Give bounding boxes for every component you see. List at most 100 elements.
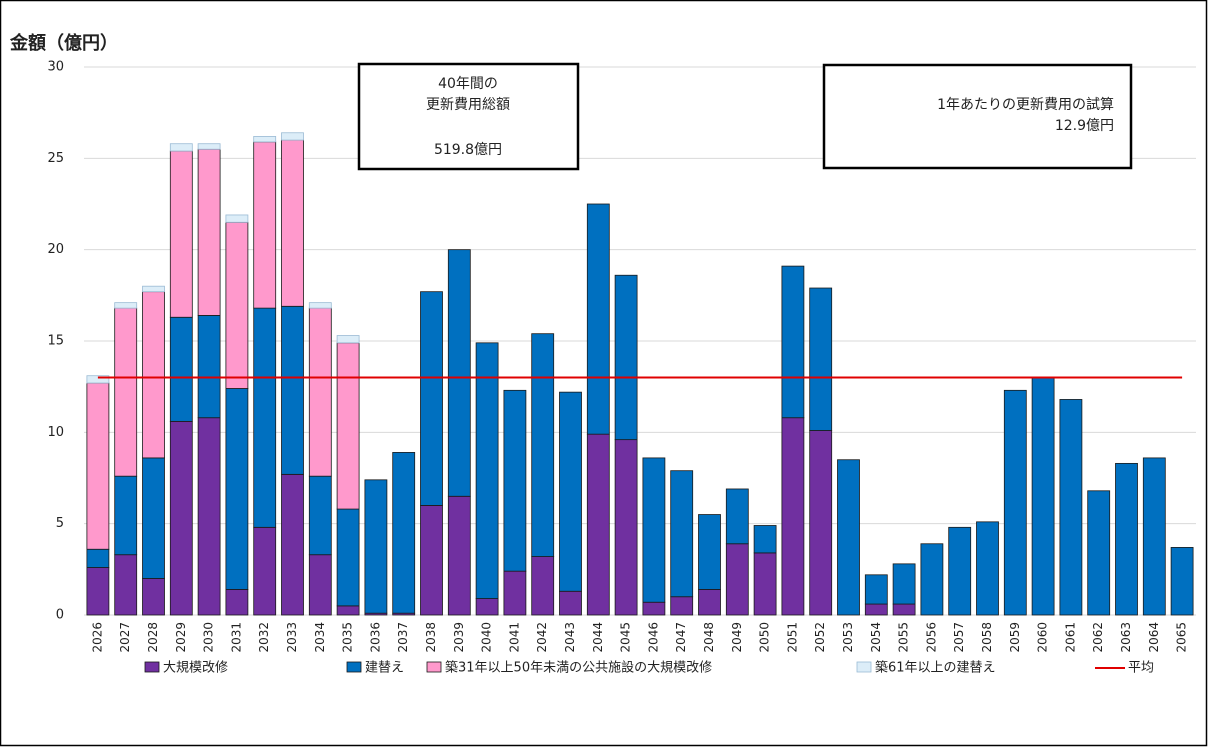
bar-segment	[420, 291, 443, 506]
bar-segment	[169, 143, 193, 152]
x-tick-label: 2031	[229, 622, 243, 653]
legend-label: 平均	[1128, 661, 1154, 676]
bar-segment	[308, 554, 332, 616]
x-tick-label: 2061	[1063, 622, 1077, 653]
x-tick-label: 2050	[758, 622, 772, 653]
bar-segment	[142, 457, 165, 579]
x-tick-label: 2060	[1036, 622, 1050, 653]
bar-segment	[420, 504, 443, 616]
x-tick-label: 2064	[1147, 622, 1161, 653]
x-tick-label: 2029	[174, 622, 188, 653]
x-tick-label: 2033	[285, 622, 299, 653]
bar-segment	[447, 495, 471, 616]
bar-segment	[225, 214, 249, 223]
bar-segment	[976, 521, 999, 616]
x-tick-label: 2049	[730, 622, 744, 653]
annotation-text: 40年間の	[438, 76, 498, 92]
x-tick-label: 2057	[952, 622, 966, 653]
bar-segment	[281, 305, 304, 475]
bar-segment	[475, 598, 499, 616]
bar-segment	[503, 389, 527, 572]
legend-label: 築61年以上の建替え	[875, 661, 996, 676]
x-tick-label: 2044	[591, 622, 605, 653]
bar-segment	[86, 375, 110, 384]
legend-label: 大規模改修	[163, 661, 228, 676]
x-tick-label: 2036	[368, 622, 382, 653]
plot: 0 5 10 15 20 25 30 2026 2027 2028 2029 2030 2031 2032…	[47, 60, 1196, 676]
bar-segment	[725, 488, 749, 545]
bar-segment	[114, 307, 138, 477]
bar-segment	[614, 274, 638, 441]
bar-segment	[308, 475, 332, 556]
annotation-text: 1年あたりの更新費用の試算	[937, 97, 1114, 113]
bar-segment	[753, 552, 777, 616]
bar-segment	[809, 430, 833, 616]
x-tick-label: 2038	[424, 622, 438, 653]
bar-segment	[142, 291, 165, 459]
y-tick-label: 5	[56, 516, 64, 531]
bar-segment	[642, 601, 666, 616]
bar-segment	[336, 342, 360, 510]
x-tick-label: 2056	[924, 622, 938, 653]
x-tick-label: 2047	[674, 622, 688, 653]
bar-segment	[336, 508, 360, 607]
bar-segment	[86, 548, 110, 568]
x-tick-label: 2046	[646, 622, 660, 653]
bar-segment	[114, 554, 138, 616]
x-tick-label: 2054	[869, 622, 883, 653]
bar-segment	[475, 342, 499, 599]
bar-segment	[169, 150, 193, 318]
bar-segment	[169, 420, 193, 616]
bar-segment	[559, 391, 582, 592]
bar-segment	[753, 525, 777, 554]
bar-segment	[614, 439, 638, 616]
bar-segment	[225, 388, 249, 590]
bar-segment	[1031, 377, 1055, 616]
legend-swatch	[426, 661, 442, 673]
bar-segment	[503, 570, 527, 616]
x-tick-label: 2039	[452, 622, 466, 653]
bar-segment	[698, 514, 721, 590]
bar-segment	[253, 526, 277, 616]
bar-segment	[531, 333, 555, 557]
x-tick-label: 2063	[1119, 622, 1133, 653]
y-tick-label: 0	[56, 608, 64, 623]
legend-swatch	[144, 661, 160, 673]
bar-segment	[447, 249, 471, 497]
x-tick-label: 2045	[619, 622, 633, 653]
x-tick-label: 2030	[202, 622, 216, 653]
y-tick-label: 10	[47, 425, 64, 440]
x-tick-label: 2032	[257, 622, 271, 653]
bar-segment	[86, 382, 110, 550]
bar-segment	[642, 457, 666, 603]
x-tick-label: 2048	[702, 622, 716, 653]
bar-segment	[114, 475, 138, 556]
bar-segment	[864, 603, 888, 616]
bar-segment	[225, 589, 249, 616]
bar-segment	[725, 543, 749, 616]
x-tick-label: 2052	[813, 622, 827, 653]
bar-segment	[1142, 457, 1166, 616]
bar-segment	[531, 556, 555, 616]
bar-segment	[253, 307, 277, 528]
annotation-box	[822, 63, 1133, 170]
bar-segment	[142, 285, 165, 293]
annotation-text: 12.9億円	[1055, 118, 1114, 134]
bar-segment	[1059, 399, 1083, 616]
x-tick-label: 2055	[897, 622, 911, 653]
annotation-box	[357, 62, 580, 171]
x-tick-label: 2040	[480, 622, 494, 653]
bar-segment	[281, 132, 304, 141]
y-tick-label: 30	[47, 60, 64, 75]
x-tick-label: 2037	[396, 622, 410, 653]
x-tick-label: 2065	[1175, 622, 1189, 653]
bar-segment	[281, 473, 304, 616]
bar-segment	[837, 459, 860, 616]
bar-segment	[336, 335, 360, 344]
bar-segment	[1003, 389, 1027, 616]
bar-segment	[225, 221, 249, 389]
x-tick-label: 2053	[841, 622, 855, 653]
bar-segment	[308, 302, 332, 309]
bar-segment	[809, 287, 833, 431]
